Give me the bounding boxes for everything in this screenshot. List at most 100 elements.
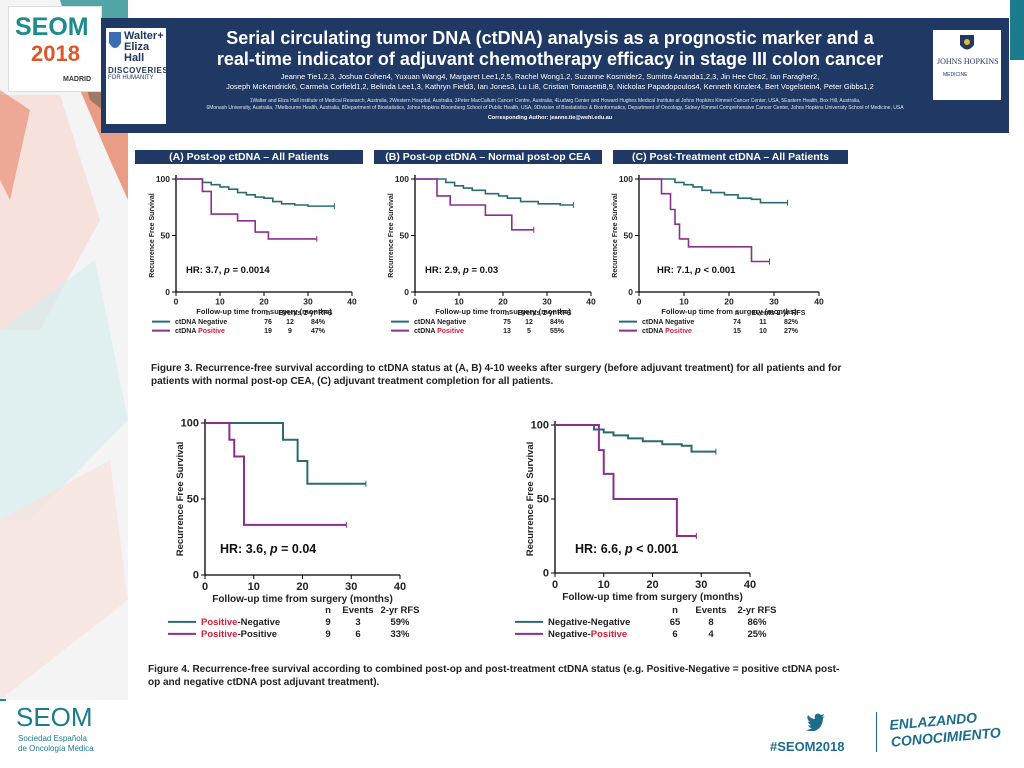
table-header-rfs: 2-yr RFS — [737, 605, 776, 616]
table-cell-events: 5 — [527, 328, 531, 335]
society-subtitle-line2: de Oncología Médica — [18, 744, 94, 753]
authors-line2: Joseph McKendrick6, Carmela Corfield1,2,… — [226, 82, 874, 91]
table-header-rfs: 2-yr RFS — [777, 310, 806, 317]
footer-divider — [876, 712, 877, 752]
hr-prefix: HR: 6.6, — [575, 542, 625, 556]
legend-label-colored: Positive — [201, 629, 237, 640]
km-series-line-positive — [176, 178, 317, 240]
legend-label-part: Negative-Negative — [548, 617, 630, 628]
figures-area — [128, 135, 1003, 700]
x-axis-label: Follow-up time from surgery (months) — [196, 307, 332, 316]
x-axis-label: Follow-up time from surgery (months) — [661, 307, 797, 316]
twitter-icon[interactable] — [806, 713, 826, 732]
table-cell-events: 12 — [525, 319, 533, 326]
hr-prefix: HR: 3.6, — [220, 542, 270, 556]
hr-p-letter: p — [223, 265, 230, 276]
y-tick-label: 50 — [537, 494, 549, 506]
x-tick-label: 10 — [679, 297, 689, 307]
table-cell-n: 65 — [670, 617, 681, 628]
x-tick-label: 0 — [413, 297, 418, 307]
table-cell-rfs: 86% — [747, 617, 767, 628]
table-cell-n: 13 — [503, 328, 511, 335]
table-cell-rfs: 84% — [311, 319, 326, 326]
x-tick-label: 20 — [646, 579, 658, 591]
x-tick-label: 0 — [637, 297, 642, 307]
km-series-line-negative — [415, 178, 574, 206]
y-tick-label: 50 — [161, 230, 171, 240]
table-cell-events: 10 — [759, 328, 767, 335]
wehi-shield-icon — [109, 32, 121, 48]
x-tick-label: 40 — [394, 581, 406, 593]
jhu-shield-icon — [960, 35, 974, 50]
legend-label: ctDNA Negative — [414, 319, 466, 326]
seom-2018-logo: SEOM 2018 MADRID — [8, 6, 102, 92]
y-axis-label: Recurrence Free Survival — [612, 193, 619, 277]
y-axis-label: Recurrence Free Survival — [149, 193, 156, 277]
table-cell-events: 6 — [355, 629, 360, 640]
table-cell-n: 15 — [733, 328, 741, 335]
legend-label: Positive-Positive — [201, 629, 277, 640]
table-cell-rfs: 59% — [390, 617, 410, 628]
x-tick-label: 0 — [552, 579, 558, 591]
table-header-rfs: 2-yr RFS — [380, 605, 419, 616]
table-header-events: Events — [279, 310, 302, 317]
x-tick-label: 30 — [542, 297, 552, 307]
km-chart-fig4-right: 0 50 100 0 10 20 30 40 Recurrence Free Survival F… — [515, 405, 825, 665]
x-axis-label: Follow-up time from surgery (months) — [212, 594, 393, 605]
table-cell-events: 4 — [708, 629, 714, 640]
table-cell-rfs: 55% — [550, 328, 565, 335]
table-cell-rfs: 33% — [390, 629, 410, 640]
table-cell-n: 9 — [325, 617, 330, 628]
legend-label-colored: Positive — [201, 617, 237, 628]
table-header-n: n — [325, 605, 331, 616]
legend-label-suffix: -Positive — [237, 629, 277, 640]
twitter-bird-icon — [806, 713, 825, 732]
wehi-logo-tagline1: DISCOVERIES — [108, 66, 169, 75]
y-axis-label: Recurrence Free Survival — [175, 442, 186, 557]
y-tick-label: 100 — [395, 174, 409, 184]
km-chart-a: 0 50 100 0 10 20 30 40 Recurrence Free Survival F… — [140, 167, 365, 362]
y-tick-label: 0 — [404, 287, 409, 297]
hr-p-letter: p — [269, 542, 278, 556]
km-series-line-negative — [639, 178, 788, 204]
table-cell-events: 8 — [708, 617, 713, 628]
y-tick-label: 0 — [165, 287, 170, 297]
km-series-line-negative — [555, 424, 716, 453]
table-header-n: n — [266, 310, 270, 317]
jhu-logo-name: JOHNS HOPKINS — [937, 57, 999, 66]
wehi-logo-tagline2: FOR HUMANITY — [108, 75, 154, 81]
km-chart-b: 0 50 100 0 10 20 30 40 Recurrence Free Survival F… — [379, 167, 604, 362]
hazard-ratio-label: HR: 6.6, p < 0.001 — [575, 542, 678, 556]
x-tick-label: 40 — [347, 297, 357, 307]
table-cell-n: 74 — [733, 319, 741, 326]
x-tick-label: 30 — [769, 297, 779, 307]
km-series-line-positive — [205, 422, 347, 526]
y-tick-label: 100 — [181, 418, 199, 430]
legend-label-colored: Positive — [198, 328, 225, 335]
table-cell-n: 76 — [264, 319, 272, 326]
km-plot-svg: 0 50 100 0 10 20 30 40 Recurrence Free Survival F… — [515, 420, 777, 640]
table-cell-n: 19 — [264, 328, 272, 335]
km-plot-svg: 0 50 100 0 10 20 30 40 Recurrence Free Survival F… — [388, 174, 596, 335]
x-tick-label: 0 — [174, 297, 179, 307]
table-cell-events: 3 — [355, 617, 360, 628]
legend-label: ctDNA Negative — [642, 319, 694, 326]
x-tick-label: 0 — [202, 581, 208, 593]
table-cell-rfs: 84% — [550, 319, 565, 326]
y-tick-label: 50 — [187, 494, 199, 506]
wehi-logo: Walter+ Eliza Hall DISCOVERIES FOR HUMAN… — [106, 28, 169, 124]
legend-label: ctDNA Positive — [642, 328, 692, 335]
table-header-rfs: 2-yr RFS — [543, 310, 572, 317]
km-series-line-positive — [555, 424, 697, 537]
km-series-line-positive — [639, 178, 770, 263]
table-header-events: Events — [695, 605, 726, 616]
table-cell-rfs: 27% — [784, 328, 799, 335]
legend-label-part: Negative- — [548, 629, 591, 640]
affiliations-line1: 1Walter and Eliza Hall Institute of Medi… — [249, 98, 861, 104]
corresponding-author: Corresponding Author: jeanne.tie@wehi.ed… — [487, 115, 613, 121]
society-name: SEOM — [16, 702, 93, 732]
x-tick-label: 20 — [296, 581, 308, 593]
km-series-line-negative — [176, 178, 335, 207]
y-tick-label: 100 — [531, 420, 549, 432]
hazard-ratio-label: HR: 3.6, p = 0.04 — [220, 542, 316, 556]
